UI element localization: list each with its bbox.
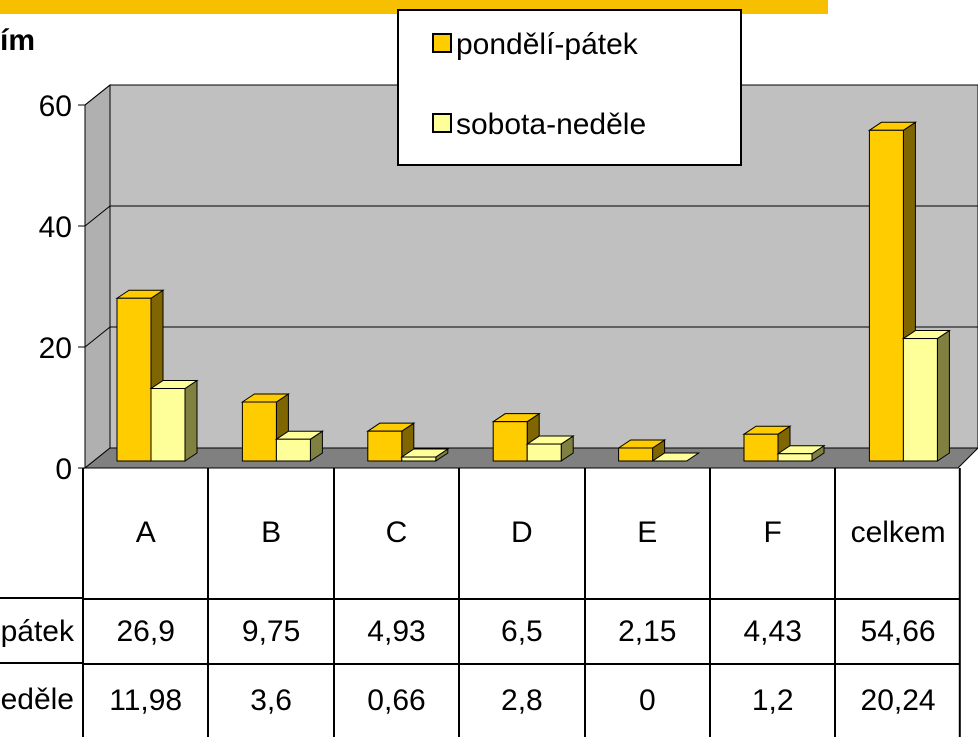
side-wall xyxy=(84,83,111,470)
x-tick-label: B xyxy=(207,468,332,598)
x-tick-label: F xyxy=(709,468,834,598)
table-cell: 11,98 xyxy=(82,663,208,737)
chart-title: ím xyxy=(0,24,35,57)
x-tick-label: A xyxy=(82,468,207,598)
bar-side xyxy=(936,329,950,462)
table-cell: 54,66 xyxy=(834,598,960,663)
bar xyxy=(902,338,938,462)
table-cell: 4,43 xyxy=(709,598,835,663)
x-tick-label: E xyxy=(583,468,709,598)
legend xyxy=(397,9,742,166)
y-tick-label: 40 xyxy=(39,211,72,244)
table-cell: 9,75 xyxy=(207,598,333,663)
table-cell: 0 xyxy=(583,663,709,737)
table-cell: 3,6 xyxy=(207,663,333,737)
bar-top xyxy=(650,452,701,462)
row-label: pondělí-pátek xyxy=(0,615,75,648)
bar xyxy=(777,453,813,462)
bar xyxy=(526,443,562,462)
x-tick-label: C xyxy=(332,468,458,598)
y-tick-label: 0 xyxy=(55,453,72,486)
table-cell: 0,66 xyxy=(332,663,459,737)
bar xyxy=(150,388,186,462)
table-cell: 2,15 xyxy=(583,598,709,663)
x-tick-label: D xyxy=(458,468,583,598)
legend-label: pondělí-pátek xyxy=(456,28,639,61)
grid-line xyxy=(84,205,111,227)
grid-line xyxy=(84,326,111,348)
y-tick-label: 20 xyxy=(39,332,72,365)
grid-line xyxy=(84,84,111,106)
table-cell: 6,5 xyxy=(458,598,584,663)
legend-label: sobota-neděle xyxy=(456,108,646,141)
legend-swatch xyxy=(432,33,452,53)
bar xyxy=(618,447,654,462)
bar xyxy=(116,297,152,462)
bar xyxy=(868,129,904,462)
table-cell: 26,9 xyxy=(82,598,208,663)
bar xyxy=(241,401,277,462)
table-cell: 20,24 xyxy=(834,663,960,737)
row-label: sobota-neděle xyxy=(0,683,74,716)
bar xyxy=(743,433,779,462)
legend-swatch xyxy=(432,113,452,133)
bar xyxy=(492,421,528,462)
bar xyxy=(401,456,437,462)
y-tick-label: 60 xyxy=(39,90,72,123)
bar xyxy=(367,430,403,462)
table-cell: 1,2 xyxy=(709,663,835,737)
table-cell: 4,93 xyxy=(332,598,459,663)
table-cell: 2,8 xyxy=(458,663,584,737)
bar xyxy=(275,438,311,462)
x-tick-label: celkem xyxy=(834,468,959,598)
bar-side xyxy=(184,379,198,462)
